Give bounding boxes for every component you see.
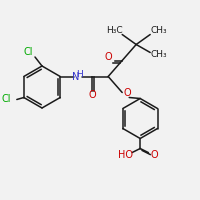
Text: Cl: Cl	[1, 95, 11, 104]
Text: H: H	[76, 70, 83, 79]
Text: Cl: Cl	[23, 47, 33, 57]
Text: N: N	[72, 72, 80, 82]
Text: HO: HO	[118, 150, 133, 160]
Text: CH₃: CH₃	[151, 50, 167, 59]
Text: CH₃: CH₃	[151, 26, 167, 35]
Text: O: O	[150, 150, 158, 160]
Text: H₃C: H₃C	[106, 26, 122, 35]
Text: O: O	[88, 90, 96, 100]
Text: O: O	[123, 88, 131, 98]
Text: O: O	[104, 52, 112, 62]
